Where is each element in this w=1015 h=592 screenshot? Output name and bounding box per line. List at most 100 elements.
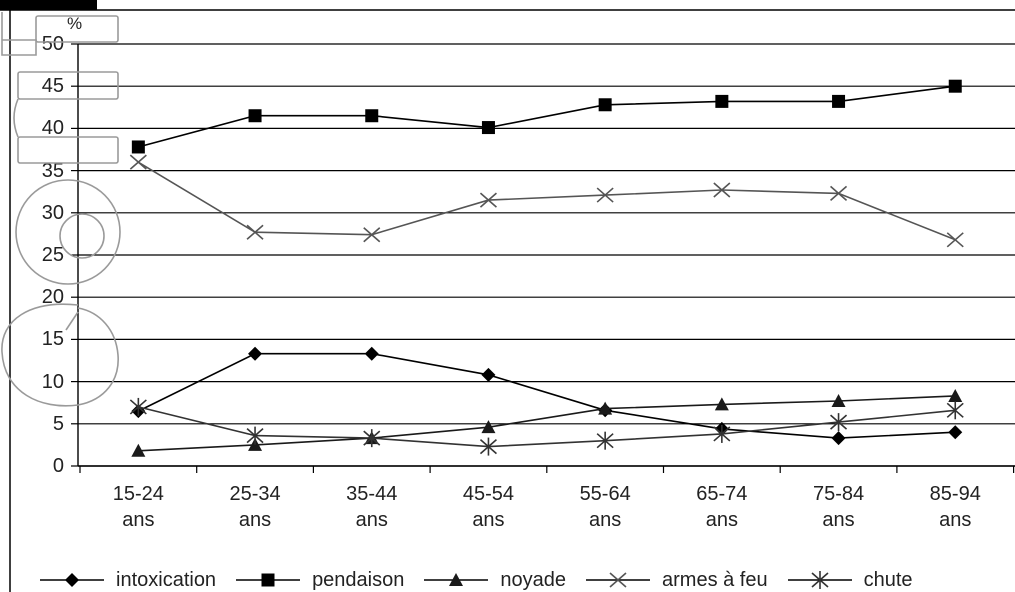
legend-marker-noyade: [424, 573, 489, 586]
y-tick-label: 0: [52, 455, 64, 477]
legend-item-armes-a-feu: armes à feu: [586, 568, 768, 592]
data-point-intoxication-7: [948, 425, 963, 440]
data-point-pendaison-2: [365, 109, 379, 123]
data-point-pendaison-7: [948, 79, 962, 93]
legend-symbol-pendaison: [261, 573, 275, 587]
legend-marker-pendaison: [236, 573, 301, 587]
y-tick-label: 40: [41, 117, 64, 140]
data-point-armes-a-feu-7: [946, 232, 964, 248]
data-point-pendaison-1: [248, 109, 262, 123]
legend-symbol-armes-a-feu-stroke: [609, 572, 627, 588]
y-tick-label: 50: [41, 33, 64, 55]
data-point-chute-4: [596, 431, 614, 450]
x-category-label: 75-84 ans: [812, 483, 865, 531]
data-point-armes-a-feu-3: [479, 192, 497, 208]
data-point-intoxication-1: [248, 346, 263, 361]
legend-item-pendaison: pendaison: [236, 568, 404, 592]
frame-corner-block: [0, 0, 97, 10]
data-point-pendaison-4: [598, 98, 612, 112]
y-tick-label: 35: [41, 159, 64, 182]
legend-label: armes à feu: [662, 569, 768, 591]
data-point-noyade-5: [714, 397, 729, 411]
gridlines: [71, 43, 1015, 467]
legend-symbol-noyade: [449, 573, 464, 586]
y-tick-label: 45: [41, 75, 64, 98]
y-tick-label: 25: [41, 244, 64, 266]
x-category-label: 45-54 ans: [462, 483, 515, 531]
x-category-label: 85-94 ans: [929, 483, 981, 531]
x-category-label: 35-44 ans: [346, 483, 398, 531]
legend-symbol-chute: [811, 571, 829, 589]
legend-marker-armes-a-feu: [586, 572, 650, 588]
series-noyade: [131, 388, 963, 457]
data-point-chute-6: [830, 413, 848, 432]
data-point-chute-3: [479, 437, 497, 456]
data-point-noyade-3: [481, 420, 496, 434]
data-point-pendaison-6: [832, 94, 846, 108]
legend-marker-chute: [787, 571, 852, 589]
data-point-armes-a-feu-5: [713, 182, 731, 198]
data-point-armes-a-feu-4: [596, 187, 614, 203]
data-point-armes-a-feu-2: [363, 227, 381, 243]
series-line-pendaison: [138, 85, 956, 148]
series-line-intoxication: [137, 352, 956, 439]
data-point-noyade-6: [831, 394, 846, 408]
legend-label: noyade: [500, 569, 566, 591]
data-point-chute-0: [129, 397, 147, 416]
data-point-armes-a-feu-6-stroke: [830, 185, 848, 201]
y-tick-label: 20: [41, 286, 64, 309]
data-point-noyade-0: [131, 443, 146, 457]
data-point-chute-1: [246, 426, 264, 445]
legend-item-noyade: noyade: [424, 568, 566, 592]
data-point-armes-a-feu-6: [830, 185, 848, 201]
y-tick-label: 30: [41, 201, 64, 224]
legend-item-chute: chute: [787, 568, 913, 592]
data-point-chute-7: [946, 401, 964, 420]
series-armes-a-feu: [129, 154, 964, 248]
data-point-armes-a-feu-5-stroke: [713, 182, 731, 198]
data-point-pendaison-3: [481, 121, 495, 135]
data-point-armes-a-feu-1-stroke: [246, 224, 264, 240]
data-point-armes-a-feu-2-stroke: [363, 227, 381, 243]
legend-symbol-intoxication: [65, 573, 79, 587]
data-point-armes-a-feu-0: [129, 154, 147, 170]
legend-symbol-armes-a-feu: [609, 572, 627, 588]
data-point-armes-a-feu-1: [246, 224, 264, 240]
data-point-pendaison-5: [715, 94, 729, 108]
data-point-chute-5: [713, 424, 731, 443]
legend-label: intoxication: [116, 569, 217, 591]
data-point-intoxication-6: [831, 431, 846, 446]
data-point-armes-a-feu-3-stroke: [479, 192, 497, 208]
legend: intoxication pendaison noyade armes à feu ch…: [40, 568, 913, 592]
series-line-noyade: [138, 395, 956, 452]
series-pendaison: [131, 79, 962, 154]
y-tick-label: 5: [52, 412, 64, 435]
series-line-chute: [138, 406, 956, 448]
data-point-armes-a-feu-7-stroke: [946, 232, 964, 248]
legend-item-intoxication: intoxication: [40, 568, 216, 592]
legend-marker-intoxication: [40, 573, 104, 587]
x-category-label: 65-74 ans: [696, 483, 748, 531]
data-point-noyade-4: [598, 401, 613, 415]
data-point-intoxication-3: [481, 367, 496, 382]
legend-label: chute: [863, 569, 913, 591]
data-point-chute-2: [363, 429, 381, 448]
data-point-noyade-7: [948, 388, 963, 402]
y-tick-label: 10: [41, 370, 64, 393]
x-category-label: 55-64 ans: [579, 483, 631, 531]
data-point-pendaison-0: [131, 140, 145, 154]
y-axis-unit-label: %: [67, 14, 83, 33]
data-point-intoxication-2: [364, 346, 379, 361]
x-category-label: 15-24 ans: [112, 483, 164, 531]
series-line-armes-a-feu: [137, 161, 956, 241]
data-point-armes-a-feu-4-stroke: [596, 187, 614, 203]
series-chute: [129, 397, 964, 456]
y-tick-label: 15: [41, 328, 64, 351]
data-point-armes-a-feu-0-stroke: [129, 154, 147, 170]
legend-label: pendaison: [312, 569, 405, 591]
x-category-label: 25-34 ans: [229, 483, 281, 531]
